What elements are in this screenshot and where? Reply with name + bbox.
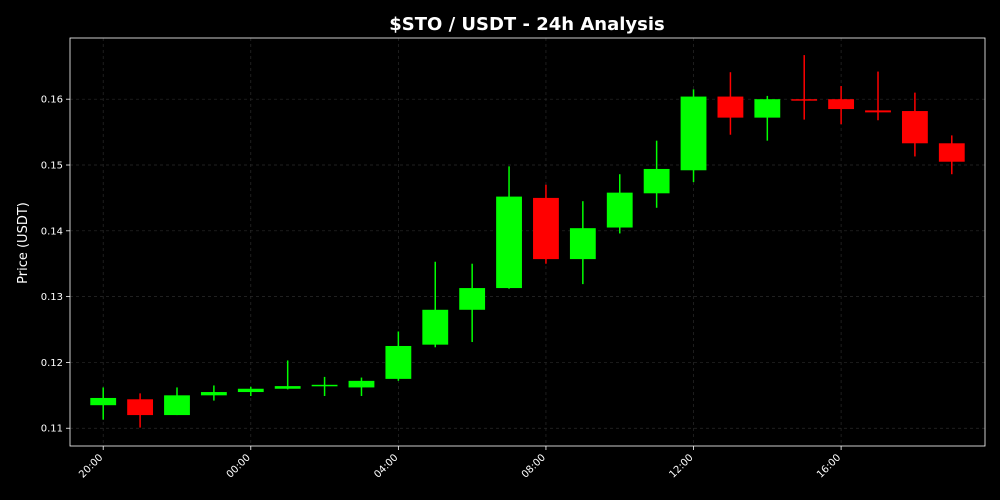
candles (90, 55, 965, 428)
candle (865, 71, 891, 121)
candle (311, 376, 338, 396)
candle (754, 95, 781, 141)
candle-body (274, 386, 301, 389)
candle-body (533, 197, 559, 260)
candle (680, 89, 707, 183)
candle-body (90, 397, 117, 406)
candle-body (643, 168, 670, 194)
y-tick-label: 0.11 (41, 424, 63, 435)
candle (643, 140, 670, 208)
candle-body (828, 99, 855, 110)
candle (385, 331, 412, 381)
candle (237, 386, 264, 396)
candle (422, 261, 449, 348)
y-tick-label: 0.13 (41, 292, 63, 303)
candle-body (717, 96, 744, 118)
candle-body (164, 395, 190, 416)
y-tick-label: 0.14 (41, 226, 63, 237)
candle (569, 201, 596, 285)
candle-body (127, 399, 154, 416)
candle (717, 72, 744, 135)
candle (606, 174, 633, 234)
y-axis-label: Price (USDT) (16, 202, 31, 284)
candle (533, 184, 559, 264)
candle (164, 387, 190, 416)
plot-area-frame (69, 37, 986, 447)
candle-body (938, 143, 965, 162)
candle-body (865, 110, 891, 113)
candle (496, 166, 522, 289)
candle-body (459, 288, 486, 310)
candle (274, 360, 301, 390)
candle (938, 135, 965, 175)
y-tick-label: 0.12 (41, 358, 63, 369)
candle (90, 387, 117, 420)
candle-body (237, 388, 264, 393)
candle (127, 393, 154, 428)
candle (348, 377, 375, 396)
candle-body (754, 99, 781, 118)
candle-body (569, 228, 596, 260)
candle (459, 263, 486, 343)
candle-body (680, 96, 707, 171)
candle (828, 86, 855, 125)
candle-body (606, 192, 633, 228)
candle-body (496, 196, 522, 289)
y-tick-label: 0.16 (41, 95, 63, 106)
y-axis-ticks: 0.11 0.12 0.13 0.14 0.15 0.16 (41, 95, 70, 435)
candle (200, 385, 227, 401)
chart-title: $STO / USDT - 24h Analysis (389, 14, 665, 35)
candle-body (348, 380, 375, 388)
candle-body (200, 392, 227, 396)
candle-body (385, 345, 412, 379)
candle-body (311, 384, 338, 387)
candle (901, 92, 928, 157)
candle-body (791, 99, 818, 101)
candle (791, 55, 818, 120)
candle-body (901, 111, 928, 144)
y-tick-label: 0.15 (41, 161, 63, 172)
candle-body (422, 309, 449, 345)
